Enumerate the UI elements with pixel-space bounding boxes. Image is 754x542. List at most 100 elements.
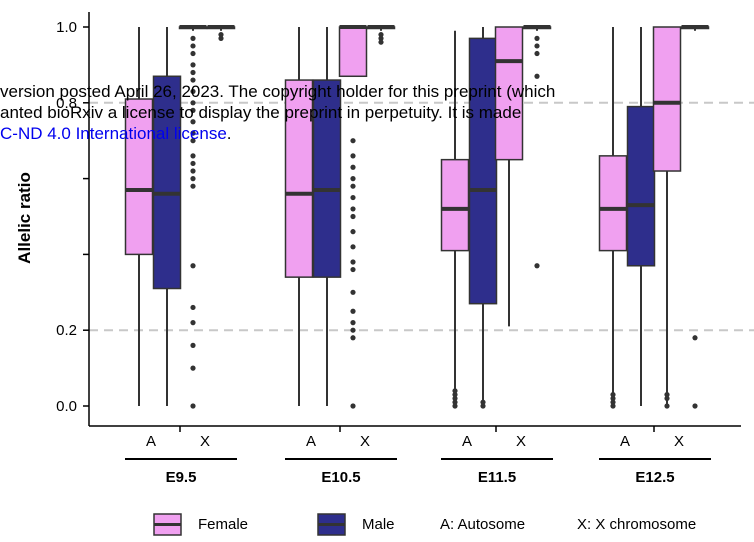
x-tick-label: X bbox=[516, 433, 526, 450]
box-E11.5-A-female bbox=[440, 30, 470, 409]
outlier-point bbox=[350, 266, 356, 273]
outlier-point bbox=[452, 395, 458, 402]
outlier-point bbox=[534, 263, 540, 269]
box-series bbox=[124, 25, 710, 409]
box-E9.5-A-male bbox=[152, 27, 182, 406]
outlier-point bbox=[218, 31, 224, 38]
outlier-point bbox=[350, 153, 356, 159]
outlier-point bbox=[190, 100, 196, 106]
box-E9.5-A-female bbox=[124, 27, 154, 406]
y-axis: 0.0 0.2 0.8 1.0 bbox=[56, 12, 90, 426]
reference-lines bbox=[89, 101, 754, 332]
box-E9.5-X-male bbox=[206, 25, 236, 41]
watermark-line-3: C-ND 4.0 International license. bbox=[0, 124, 232, 143]
outlier-point bbox=[378, 31, 384, 38]
box-body bbox=[468, 37, 498, 305]
stage-label: E9.5 bbox=[166, 469, 197, 486]
box-body bbox=[312, 79, 342, 278]
outlier-point bbox=[190, 88, 196, 95]
outlier-point bbox=[480, 399, 486, 405]
box-E11.5-X-female bbox=[494, 26, 524, 327]
box-E12.5-X-female bbox=[652, 26, 682, 409]
box-E10.5-A-male bbox=[312, 27, 342, 406]
outlier-point bbox=[190, 160, 196, 167]
outlier-point bbox=[350, 259, 356, 265]
outlier-point bbox=[350, 244, 356, 250]
outlier-point bbox=[610, 392, 616, 398]
outlier-point bbox=[190, 119, 196, 125]
outlier-point bbox=[350, 138, 356, 144]
outlier-point bbox=[610, 399, 616, 405]
outlier-point bbox=[190, 130, 196, 136]
outlier-point bbox=[218, 35, 224, 41]
outlier-point bbox=[350, 403, 356, 409]
outlier-point bbox=[190, 365, 196, 371]
outlier-point bbox=[350, 289, 356, 295]
outlier-point bbox=[350, 320, 356, 326]
preprint-watermark: version posted April 26, 2023. The copyr… bbox=[0, 82, 555, 143]
outlier-point bbox=[692, 403, 698, 409]
box-body bbox=[284, 79, 314, 278]
y-axis-title: Allelic ratio bbox=[15, 172, 34, 264]
outlier-point bbox=[350, 335, 356, 341]
outlier-point bbox=[190, 304, 196, 311]
outlier-point bbox=[534, 73, 540, 79]
outlier-point bbox=[452, 403, 458, 409]
y-tick-label: 1.0 bbox=[56, 19, 77, 36]
box-E12.5-X-male bbox=[680, 25, 710, 409]
outlier-point bbox=[664, 403, 670, 409]
outlier-point bbox=[190, 320, 196, 326]
outlier-point bbox=[350, 176, 356, 182]
box-body bbox=[338, 26, 368, 78]
outlier-point bbox=[534, 43, 540, 49]
outlier-point bbox=[190, 69, 196, 76]
outlier-point bbox=[452, 392, 458, 398]
legend-label: Female bbox=[198, 516, 248, 533]
outlier-point bbox=[190, 183, 196, 189]
outlier-point bbox=[350, 164, 356, 170]
box-E10.5-X-male bbox=[366, 25, 396, 45]
outlier-point bbox=[350, 229, 356, 235]
box-E11.5-A-male bbox=[468, 27, 498, 409]
outlier-point bbox=[480, 403, 486, 409]
outlier-point bbox=[610, 395, 616, 402]
outlier-point bbox=[190, 50, 196, 57]
outlier-point bbox=[190, 107, 196, 113]
license-link[interactable]: C-ND 4.0 International license bbox=[0, 124, 227, 143]
outlier-point bbox=[190, 77, 196, 83]
outlier-point bbox=[378, 39, 384, 45]
stage-label: E10.5 bbox=[321, 469, 360, 486]
outlier-point bbox=[190, 43, 196, 49]
outlier-point bbox=[350, 213, 356, 220]
legend: Female Male A: Autosome X: X chromosome bbox=[153, 513, 696, 536]
outlier-point bbox=[190, 403, 196, 409]
outlier-point bbox=[190, 176, 196, 182]
outlier-point bbox=[452, 388, 458, 394]
box-body bbox=[598, 155, 628, 252]
box-E10.5-X-female bbox=[338, 25, 368, 409]
outlier-point bbox=[190, 263, 196, 269]
outlier-point bbox=[452, 399, 458, 405]
y-tick-label: 0.0 bbox=[56, 398, 77, 415]
box-body bbox=[124, 98, 154, 256]
x-tick-label: A bbox=[146, 433, 156, 450]
legend-note: X: X chromosome bbox=[577, 516, 696, 533]
x-tick-label: X bbox=[200, 433, 210, 450]
x-tick-label: X bbox=[360, 433, 370, 450]
outlier-point bbox=[350, 183, 356, 189]
legend-note: A: Autosome bbox=[440, 516, 525, 533]
box-body bbox=[440, 158, 470, 252]
outlier-point bbox=[350, 194, 356, 201]
outlier-point bbox=[350, 206, 356, 212]
box-body bbox=[494, 26, 524, 161]
outlier-point bbox=[190, 153, 196, 159]
outlier-point bbox=[190, 168, 196, 174]
outlier-point bbox=[190, 62, 196, 68]
outlier-point bbox=[610, 403, 616, 409]
outlier-point bbox=[664, 392, 670, 398]
box-body bbox=[152, 75, 182, 290]
outlier-point bbox=[534, 50, 540, 57]
outlier-point bbox=[190, 342, 196, 348]
x-tick-label: A bbox=[620, 433, 630, 450]
